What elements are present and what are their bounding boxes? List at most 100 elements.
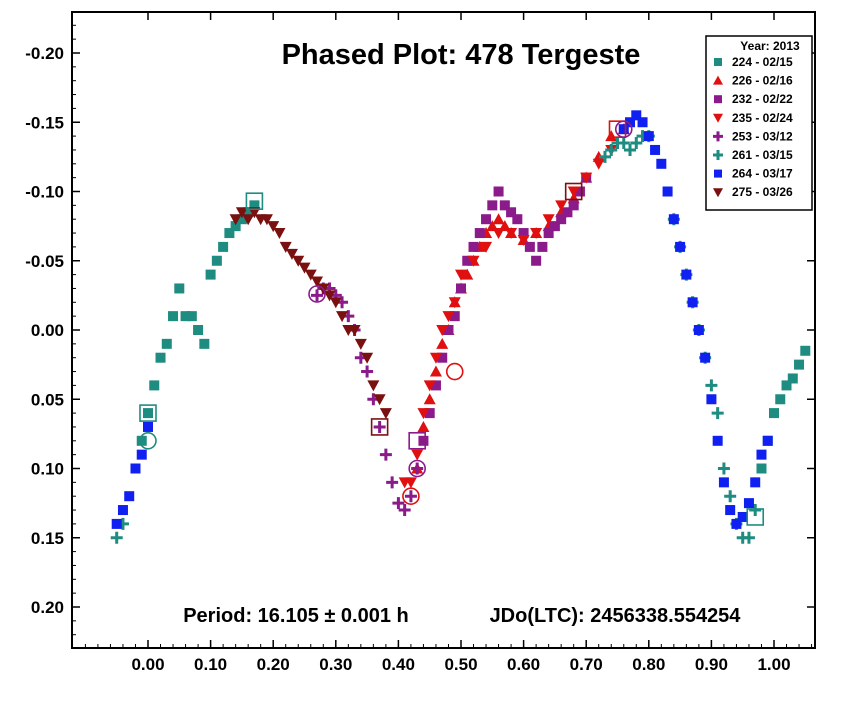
x-tick-label: 0.10 [194,655,227,674]
legend-item: 235 - 02/24 [713,111,793,125]
data-point [392,497,405,510]
data-point [524,241,535,252]
highlight-marker [614,120,633,138]
data-point [461,268,474,280]
y-tick-label: -0.15 [25,113,64,132]
data-point [456,283,466,294]
data-point [386,476,399,489]
data-point [717,462,730,475]
x-tick-label: 0.30 [319,655,352,674]
data-points [110,110,811,544]
y-tick-label: 0.15 [31,529,64,548]
data-point [323,290,336,302]
data-point [111,518,122,529]
data-point [605,130,618,142]
data-point [650,144,661,155]
data-point [242,214,255,226]
legend-marker [713,188,723,198]
data-point [492,228,505,240]
legend-marker [714,169,722,178]
data-point [161,338,172,349]
x-tick-label: 0.70 [570,655,603,674]
data-point [681,269,692,280]
data-point [492,213,505,225]
legend-marker [713,113,723,123]
data-point [624,143,637,156]
data-point [756,463,767,474]
legend-item: 261 - 03/15 [713,148,793,162]
x-tick-label: 0.20 [257,655,290,674]
y-tick-label: 0.05 [31,390,64,409]
y-tick-label: -0.20 [25,44,64,63]
data-point [193,325,204,335]
data-point [781,380,792,391]
data-point [462,255,473,266]
legend-item: 226 - 02/16 [713,74,793,88]
data-point [724,490,737,503]
data-point [411,462,424,475]
x-tick-label: 0.00 [131,655,164,674]
legend-label: 264 - 03/17 [732,167,793,181]
highlight-marker [402,487,420,506]
data-point [480,241,493,253]
data-point [687,297,698,308]
data-point [430,380,441,391]
data-point [549,221,560,232]
data-point [117,505,128,516]
data-point [285,248,298,260]
data-point [662,186,673,197]
x-tick-label: 0.50 [444,655,477,674]
data-point [436,325,449,336]
data-point [718,477,729,488]
data-point [373,420,386,433]
legend-item: 275 - 03/26 [713,185,793,199]
data-point [800,345,811,356]
data-point [379,408,392,420]
data-point [750,477,761,488]
data-point [229,214,242,226]
data-point [580,172,593,184]
data-point [775,394,786,405]
data-point [643,131,654,142]
highlight-marker [408,431,426,450]
highlight-marker [308,285,326,303]
highlight-marker [408,459,426,478]
legend-marker [713,75,723,85]
data-point [236,214,247,225]
data-point [379,448,392,461]
data-point [218,241,229,252]
y-tick-label: -0.05 [25,252,64,271]
data-point [329,297,342,309]
data-point [618,124,629,135]
legend-box [705,35,813,211]
data-point [725,505,736,516]
data-point [542,214,555,226]
legend-marker [713,150,723,160]
highlight-marker [139,404,157,422]
data-point [273,228,286,240]
data-point [531,255,542,266]
data-point [136,435,147,446]
highlight-marker [746,508,765,526]
data-point [230,221,241,232]
data-point [543,228,554,239]
data-point [298,262,311,274]
data-point [455,269,467,281]
series-6 [111,110,773,529]
data-point [675,241,686,252]
data-point [110,531,123,544]
legend-label: 226 - 02/16 [732,74,793,88]
data-point [361,352,374,364]
data-point [562,207,573,218]
data-point [656,158,667,169]
highlight-markers [139,120,765,526]
data-point [124,491,135,502]
x-tick-label: 0.80 [632,655,665,674]
y-tick-label: 0.10 [31,460,64,479]
y-tick-label: 0.00 [31,321,64,340]
data-point [424,408,435,419]
data-point [155,352,166,363]
highlight-marker [245,192,264,210]
data-point [404,490,417,503]
data-point [143,421,153,432]
